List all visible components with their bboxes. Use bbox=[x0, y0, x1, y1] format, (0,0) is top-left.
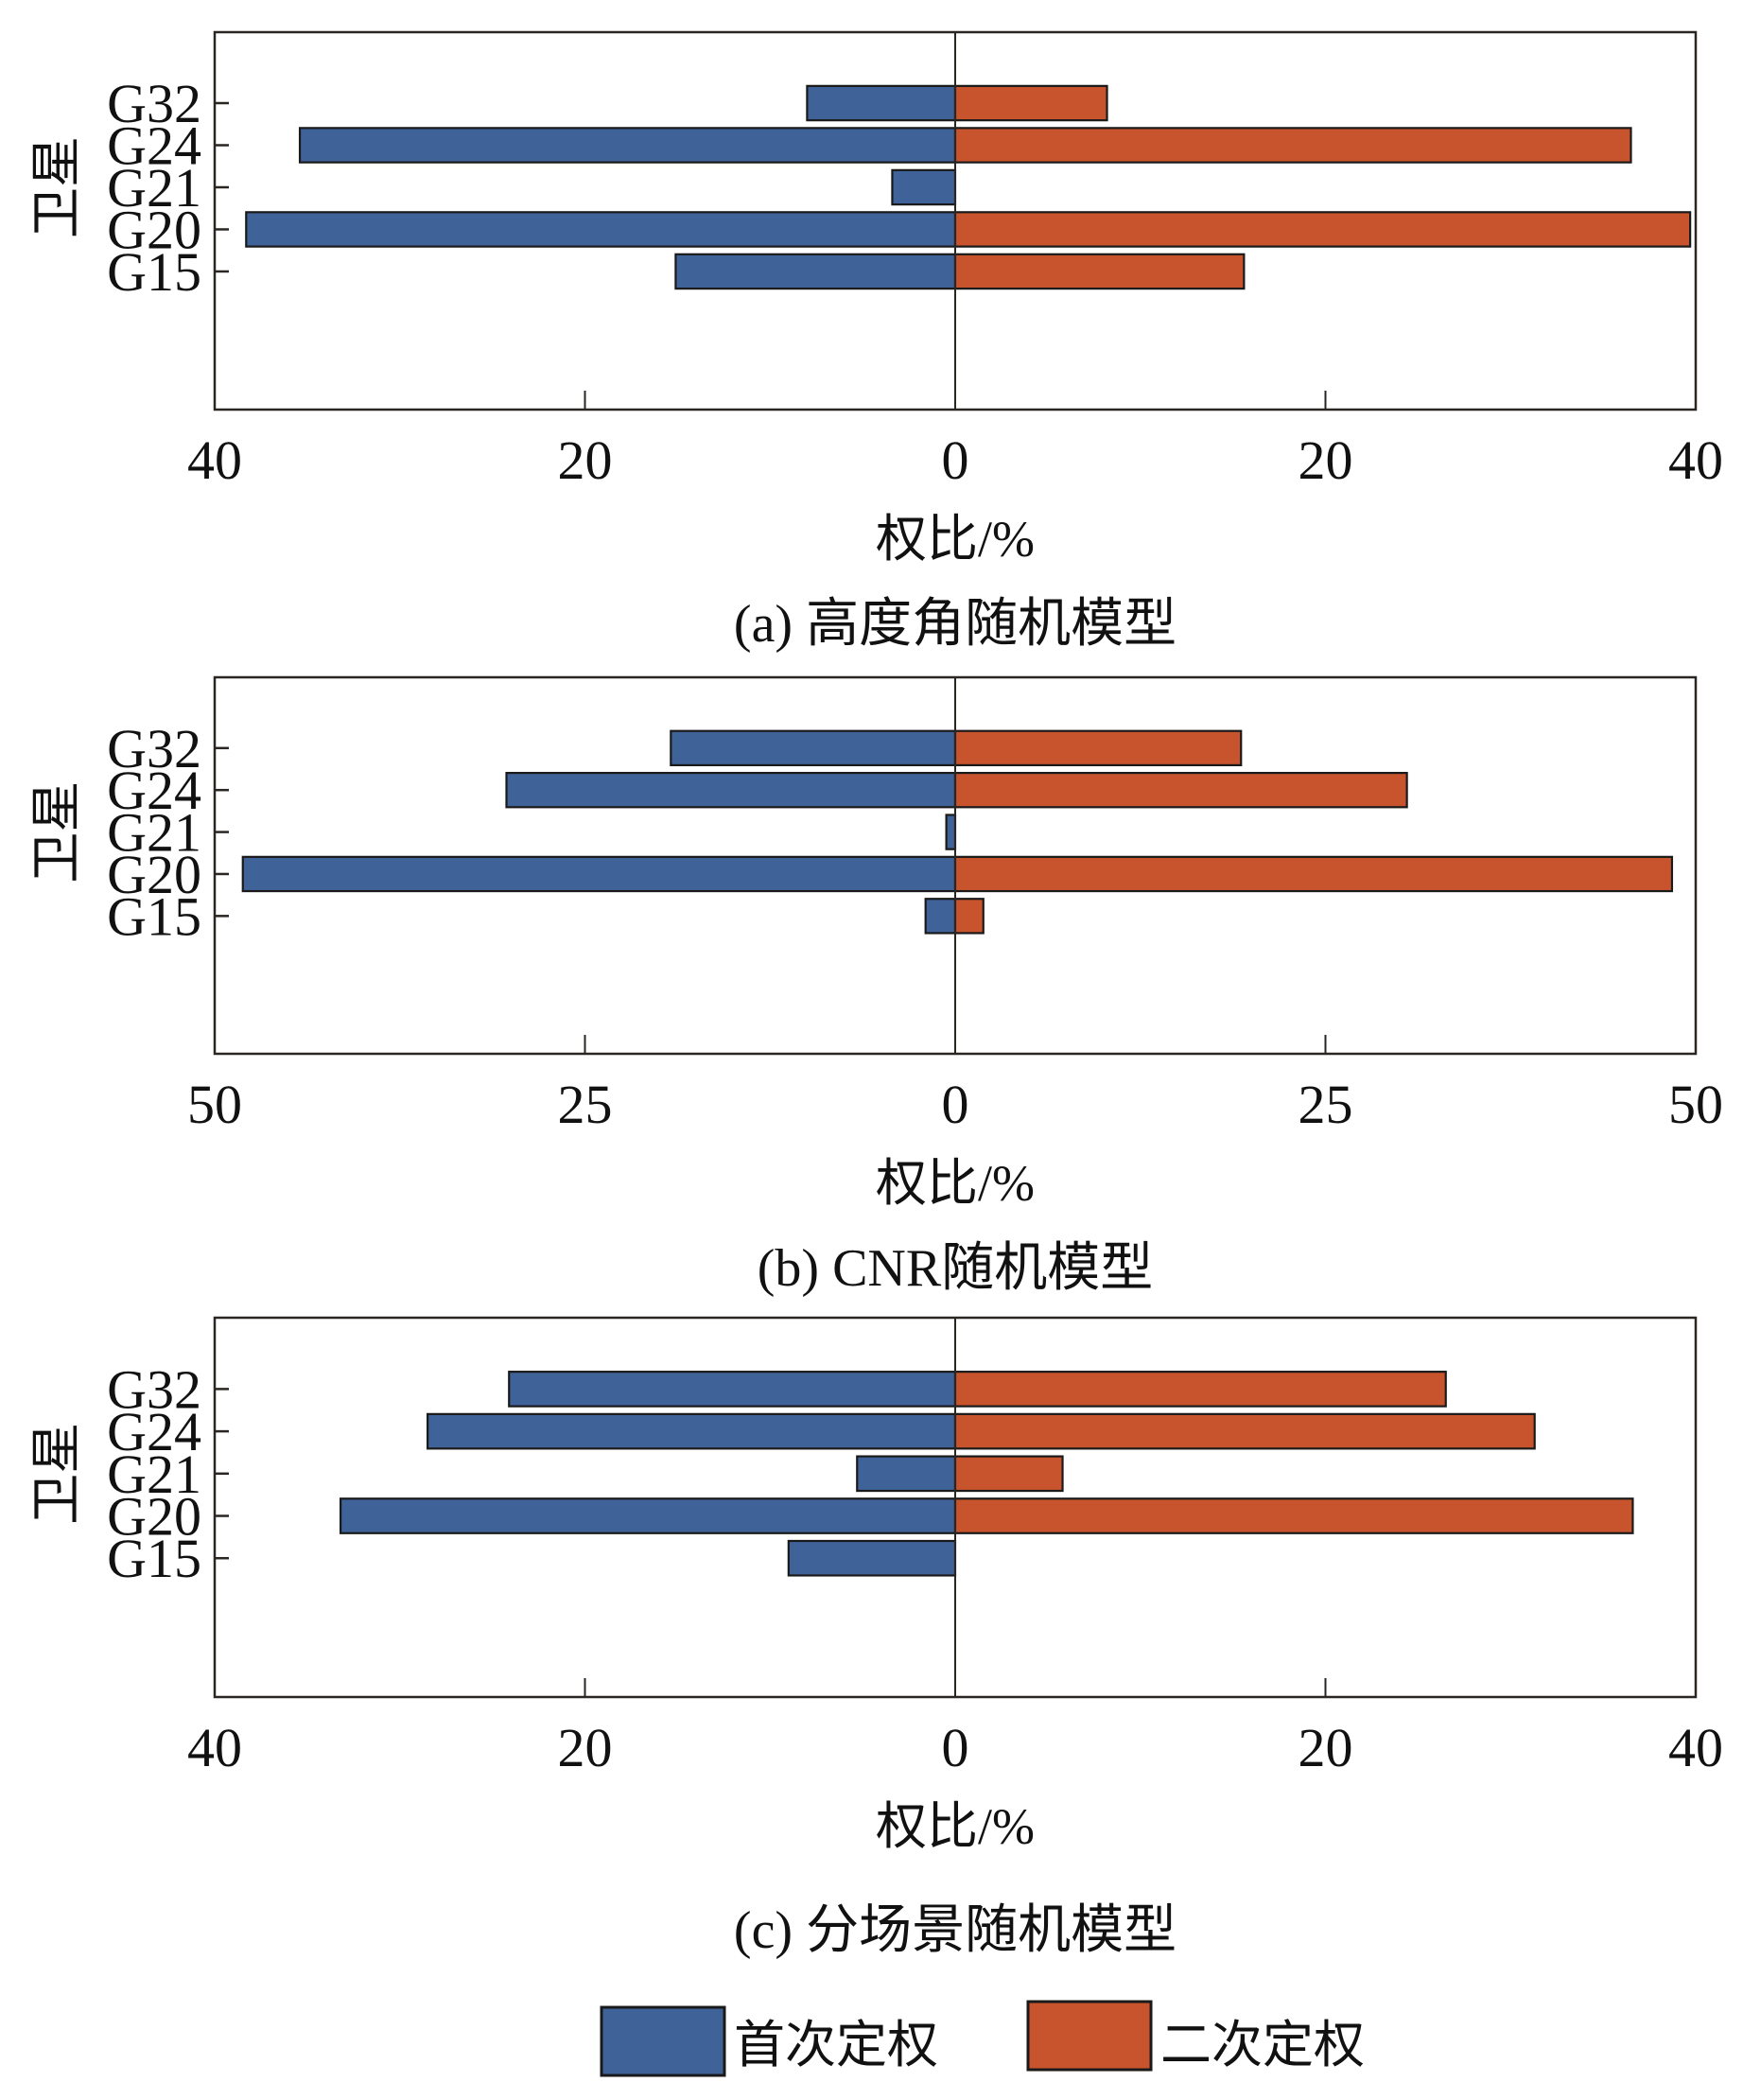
y-tick-label: G21 bbox=[107, 157, 201, 219]
y-tick-label: G24 bbox=[107, 760, 201, 821]
panel-caption: (b) CNR随机模型 bbox=[758, 1239, 1153, 1298]
y-tick-label: G15 bbox=[107, 885, 201, 947]
legend-label-first: 首次定权 bbox=[734, 2017, 938, 2074]
y-tick-label: G21 bbox=[107, 802, 201, 864]
x-tick-label: 20 bbox=[1299, 429, 1353, 491]
x-tick-label: 25 bbox=[558, 1074, 613, 1135]
bar-first-g32 bbox=[508, 1371, 957, 1408]
bar-first-g24 bbox=[505, 771, 957, 809]
y-tick-label: G15 bbox=[107, 1528, 201, 1589]
bar-first-g15 bbox=[674, 253, 957, 290]
bar-first-g32 bbox=[806, 84, 957, 122]
legend-swatch-first bbox=[600, 2005, 726, 2077]
bar-second-g32 bbox=[953, 729, 1243, 767]
x-tick-label: 0 bbox=[942, 429, 969, 491]
bar-first-g20 bbox=[245, 211, 957, 248]
bar-second-g21 bbox=[953, 1455, 1064, 1493]
legend: 首次定权 二次定权 bbox=[600, 2000, 1365, 2077]
x-tick-label: 20 bbox=[558, 1717, 613, 1778]
y-tick-label: G32 bbox=[107, 718, 201, 779]
x-tick-label: 40 bbox=[187, 1717, 242, 1778]
x-tick-label: 25 bbox=[1299, 1074, 1353, 1135]
y-tick-label: G24 bbox=[107, 115, 201, 177]
bar-second-g32 bbox=[953, 1371, 1447, 1408]
x-tick-label: 0 bbox=[942, 1717, 969, 1778]
x-axis-label: 权比/% bbox=[876, 1798, 1035, 1855]
bar-first-g15 bbox=[924, 898, 957, 935]
y-axis-label: 卫星 bbox=[28, 781, 85, 884]
x-tick-label: 40 bbox=[187, 429, 242, 491]
x-tick-label: 0 bbox=[942, 1074, 969, 1135]
y-tick-label: G20 bbox=[107, 199, 201, 260]
bar-second-g20 bbox=[953, 211, 1692, 248]
y-tick-label: G32 bbox=[107, 1358, 201, 1420]
y-tick-label: G20 bbox=[107, 844, 201, 905]
panel-caption: (c) 分场景随机模型 bbox=[734, 1901, 1177, 1960]
bar-second-g24 bbox=[953, 1412, 1536, 1450]
y-tick-label: G32 bbox=[107, 73, 201, 134]
bar-first-g21 bbox=[856, 1455, 957, 1493]
x-axis-label: 权比/% bbox=[876, 511, 1035, 568]
bar-first-g24 bbox=[298, 127, 957, 164]
x-tick-label: 20 bbox=[1299, 1717, 1353, 1778]
bar-second-g15 bbox=[953, 898, 985, 935]
bar-second-g24 bbox=[953, 771, 1408, 809]
bar-first-g21 bbox=[945, 814, 957, 850]
bar-second-g20 bbox=[953, 855, 1674, 893]
bar-first-g24 bbox=[427, 1412, 957, 1450]
panel-caption: (a) 高度角随机模型 bbox=[734, 595, 1177, 654]
x-tick-label: 20 bbox=[558, 429, 613, 491]
bar-second-g20 bbox=[953, 1497, 1634, 1534]
x-tick-label: 40 bbox=[1668, 1717, 1723, 1778]
x-axis-label: 权比/% bbox=[876, 1155, 1035, 1212]
y-axis-label: 卫星 bbox=[28, 1423, 85, 1525]
legend-label-second: 二次定权 bbox=[1160, 2017, 1365, 2074]
y-axis-label: 卫星 bbox=[28, 136, 85, 238]
x-tick-label: 40 bbox=[1668, 429, 1723, 491]
x-tick-label: 50 bbox=[1668, 1074, 1723, 1135]
x-tick-label: 50 bbox=[187, 1074, 242, 1135]
bar-first-g20 bbox=[241, 855, 957, 893]
bar-second-g24 bbox=[953, 127, 1632, 164]
bar-first-g15 bbox=[787, 1539, 957, 1577]
bar-first-g21 bbox=[891, 168, 957, 206]
bar-first-g20 bbox=[340, 1497, 957, 1534]
bar-first-g32 bbox=[670, 729, 957, 767]
y-tick-label: G21 bbox=[107, 1444, 201, 1505]
y-tick-label: G24 bbox=[107, 1401, 201, 1462]
y-tick-label: G20 bbox=[107, 1486, 201, 1548]
bar-second-g15 bbox=[953, 253, 1246, 290]
y-tick-label: G15 bbox=[107, 241, 201, 303]
legend-swatch-second bbox=[1026, 2000, 1153, 2072]
bar-second-g32 bbox=[953, 84, 1108, 122]
